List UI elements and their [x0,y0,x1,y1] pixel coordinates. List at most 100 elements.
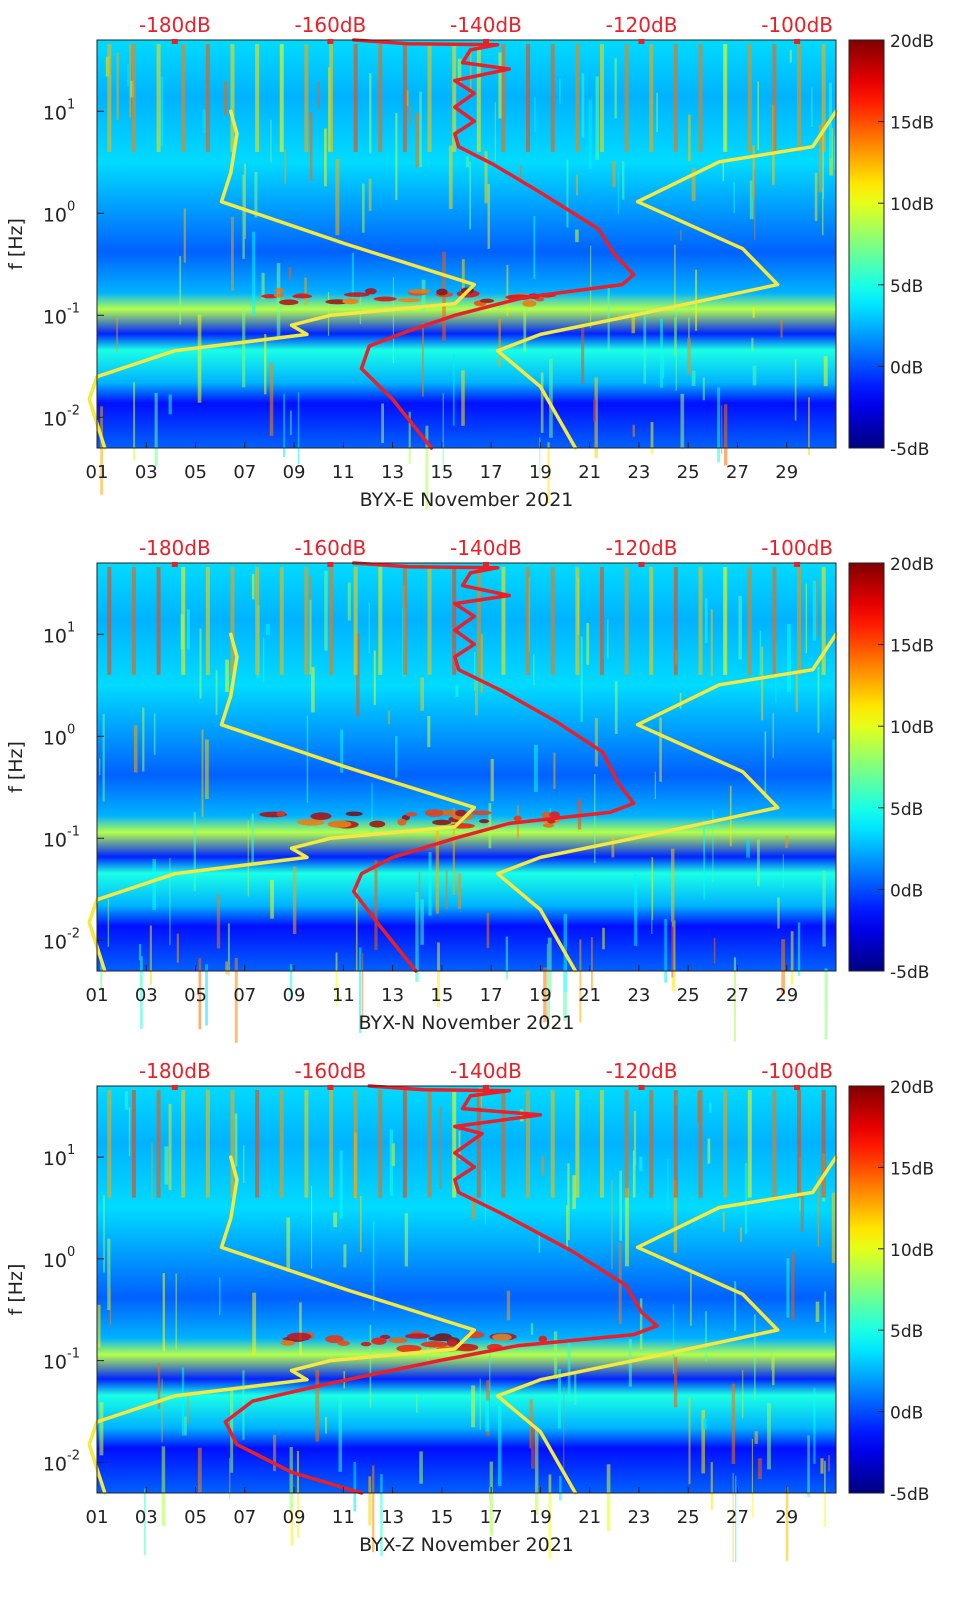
spectrogram-streak [674,244,676,306]
x-tick-label: 29 [775,985,798,1006]
spectrogram-streak [534,97,536,132]
spectrogram-streak [752,145,755,200]
spectrogram-streak [389,1129,394,1196]
spectrogram-streak [351,252,354,303]
spectrogram-streak [416,1394,418,1413]
microseism-blob [274,287,285,293]
spectrogram-streak [340,729,344,773]
spectrogram-streak [771,1350,773,1371]
daily-column [550,44,555,152]
daily-column [723,567,728,675]
spectrogram-streak [289,964,293,1000]
colorbar-tick-label: 0dB [890,358,923,378]
x-tick-label: 07 [233,1507,256,1528]
spectrogram-streak [807,1435,810,1498]
spectrogram-streak [124,1091,129,1110]
microseism-blob [538,1335,548,1343]
spectrogram-streak [735,1475,737,1563]
daily-column [821,1090,826,1198]
microseism-blob [397,818,407,826]
daily-column [452,567,457,675]
spectrogram-streak [362,183,365,233]
daily-column [378,1090,383,1198]
spectrogram-streak [671,920,676,992]
microseism-band [280,1330,548,1353]
spectrogram-streak [469,161,472,230]
spectrogram-streak [152,859,157,910]
spectrogram-streak [811,87,813,128]
colorbar [848,562,885,972]
microseism-blob [369,820,386,828]
x-tick-label: 25 [677,1507,700,1528]
daily-column [624,44,629,152]
daily-column [329,44,334,152]
spectrogram-streak [471,1385,476,1428]
y-tick-label: 10 [43,204,67,226]
spectrogram-streak [479,1378,481,1430]
spectrogram-streak [594,377,598,459]
spectrogram-streak [782,854,784,889]
spectrogram-streak [817,1175,820,1247]
daily-column [353,567,358,675]
spectrogram-streak [309,599,312,675]
spectrogram-streak [543,967,547,1023]
spectrogram-streak [489,1340,491,1391]
spectrogram-streak [764,731,767,798]
spectrogram-streak [169,858,171,946]
spectrogram-streak [662,356,665,379]
spectrogram-streak [534,1427,539,1515]
daily-column [476,567,481,675]
spectrogram-streak [186,609,190,650]
spectrogram-streak [415,112,420,168]
daily-column [156,567,161,675]
daily-column [427,567,432,675]
daily-column [181,1090,186,1198]
spectrogram-streak [724,404,728,466]
red-curve [351,561,636,973]
spectrogram-streak [151,1142,153,1200]
spectrogram-streak [767,1403,771,1470]
spectrogram-streak [353,1462,357,1512]
spectrogram-streak [749,180,754,220]
daily-column [772,567,777,675]
colorbar-tick-label: 5dB [890,1322,923,1342]
spectrogram-streak [244,163,246,240]
top-db-tick [327,39,334,44]
spectrogram-streak [709,1102,712,1113]
spectrogram-streak [680,230,682,241]
spectrogram-streak [772,712,774,758]
spectrogram-streak [639,1156,643,1171]
colorbar-tick-label: 5dB [890,277,923,297]
spectrogram-streak [484,1170,487,1225]
spectrogram-streak [149,925,152,985]
spectrogram-streak [306,715,309,803]
spectrogram-streak [297,392,300,464]
colorbar-tick-label: 20dB [890,32,934,52]
spectrogram-streak [533,216,536,279]
microseism-blob [276,810,286,817]
spectrogram-streak [822,188,824,236]
spectrogram-streak [722,162,724,182]
daily-column [279,1090,284,1198]
spectrogram-streak [97,1304,101,1348]
spectrogram-streak [369,1325,372,1408]
spectrogram-streak [572,1175,576,1209]
daily-column [156,44,161,152]
spectrogram-streak [651,857,654,921]
spectrogram-streak [563,969,567,1021]
spectrogram-streak [593,399,596,422]
daily-column [107,1090,112,1198]
spectrogram-streak [549,358,553,438]
spectrogram-streak [216,894,221,949]
y-tick-exponent: -1 [67,301,80,316]
spectrogram-streak [339,1150,343,1219]
spectrogram-streak [198,958,202,1030]
colorbar-tick-label: 5dB [890,800,923,820]
spectrogram-streak [530,1323,534,1335]
spectrogram-streak [607,284,610,351]
spectrogram-streak [335,158,340,236]
x-tick-label: 15 [430,1507,453,1528]
daily-column [427,1090,432,1198]
spectrogram-streak [643,310,647,384]
